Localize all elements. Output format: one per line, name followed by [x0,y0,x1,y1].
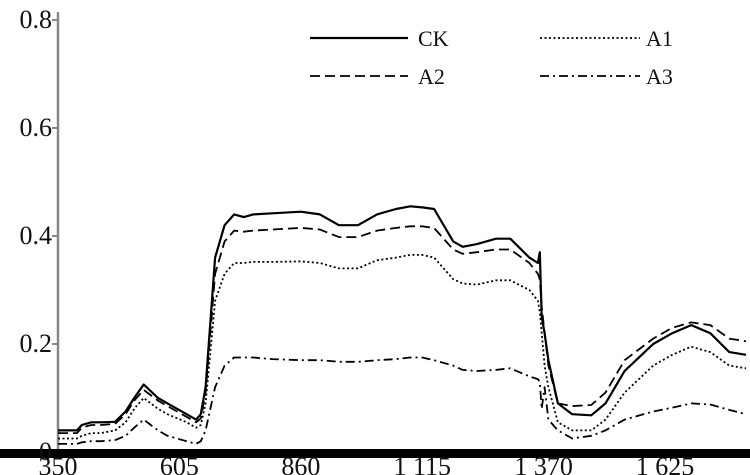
series-line-a1 [58,253,747,440]
y-tick-label: 0.8 [20,5,53,34]
series-lines [58,205,747,445]
legend-label-a3: A3 [646,64,673,89]
y-tick-label: 0.4 [20,221,53,250]
series-line-a2 [58,225,747,435]
legend-label-ck: CK [418,26,449,51]
legend-label-a2: A2 [418,64,445,89]
legend-label-a1: A1 [646,26,673,51]
y-tick-label: 0 [39,437,52,466]
axes: 0 0.2 0.4 0.6 0.8 350 605 860 1 115 1 370 1 625 [0,5,750,475]
legend: CK A1 A2 A3 [310,26,673,89]
x-tick-label: 1 115 [393,452,451,475]
series-line-a3 [58,356,747,445]
x-tick-label: 860 [281,452,320,475]
x-tick-label: 1 625 [636,452,695,475]
series-line-ck [58,205,747,432]
x-tick-label: 605 [160,452,199,475]
x-tick-label: 1 370 [514,452,573,475]
x-axis-line [0,449,750,458]
y-tick-label: 0.2 [20,329,53,358]
y-tick-label: 0.6 [20,113,53,142]
x-tick-label: 350 [39,452,78,475]
